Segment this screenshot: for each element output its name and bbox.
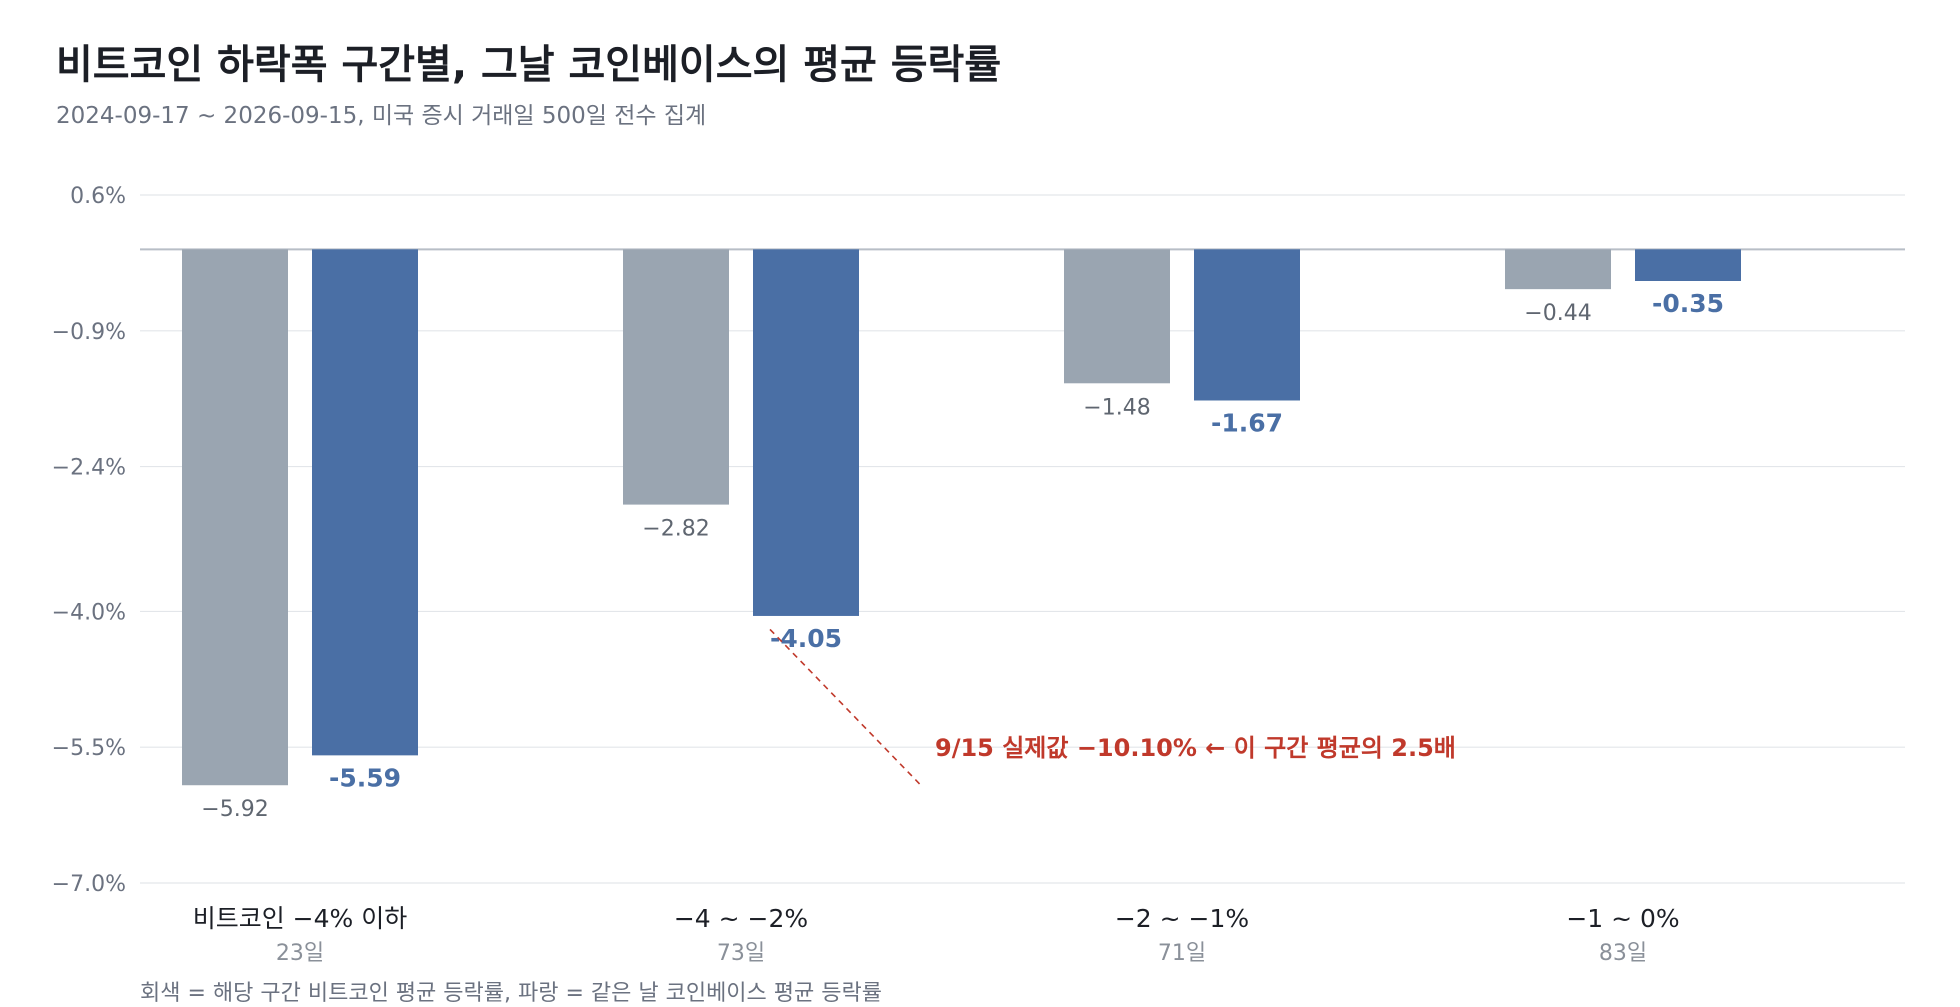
bitcoin-bar — [1064, 249, 1170, 384]
coinbase-value-label: -1.67 — [1211, 408, 1283, 437]
y-tick-label: −0.9% — [52, 320, 126, 345]
coinbase-value-label: -4.05 — [770, 624, 842, 653]
category-label: −1 ~ 0% — [1566, 904, 1679, 933]
category-label: 비트코인 −4% 이하 — [193, 904, 408, 933]
bitcoin-value-label: −2.82 — [642, 517, 709, 542]
category-label: −2 ~ −1% — [1115, 904, 1249, 933]
legend-footnote: 회색 = 해당 구간 비트코인 평균 등락률, 파랑 = 같은 날 코인베이스 … — [140, 981, 882, 1006]
category-count: 73일 — [717, 941, 765, 966]
coinbase-bar — [753, 249, 859, 616]
annotation-text: 9/15 실제값 −10.10% ← 이 구간 평균의 2.5배 — [935, 734, 1456, 762]
y-tick-label: −5.5% — [52, 736, 126, 761]
page-title: 비트코인 하락폭 구간별, 그날 코인베이스의 평균 등락률 — [56, 42, 1002, 88]
category-count: 23일 — [276, 941, 324, 966]
annotation-leader-line — [769, 628, 921, 785]
bitcoin-value-label: −1.48 — [1083, 395, 1150, 420]
coinbase-bar — [1635, 249, 1741, 281]
coinbase-value-label: -5.59 — [329, 763, 401, 792]
category-count: 71일 — [1158, 941, 1206, 966]
bitcoin-value-label: −5.92 — [201, 797, 268, 822]
category-label: −4 ~ −2% — [674, 904, 808, 933]
coinbase-bar — [312, 249, 418, 756]
bitcoin-value-label: −0.44 — [1524, 301, 1591, 326]
y-tick-label: −2.4% — [52, 456, 126, 481]
category-count: 83일 — [1599, 941, 1647, 966]
page-subtitle: 2024-09-17 ~ 2026-09-15, 미국 증시 거래일 500일 … — [56, 103, 707, 129]
y-tick-label: −4.0% — [52, 600, 126, 625]
bitcoin-bar — [1505, 249, 1611, 290]
coinbase-bar — [1194, 249, 1300, 401]
bitcoin-bar — [182, 249, 288, 786]
coinbase-value-label: -0.35 — [1652, 289, 1724, 318]
bitcoin-bar — [623, 249, 729, 505]
y-tick-label: −7.0% — [52, 872, 126, 897]
y-tick-label: 0.6% — [70, 184, 126, 209]
